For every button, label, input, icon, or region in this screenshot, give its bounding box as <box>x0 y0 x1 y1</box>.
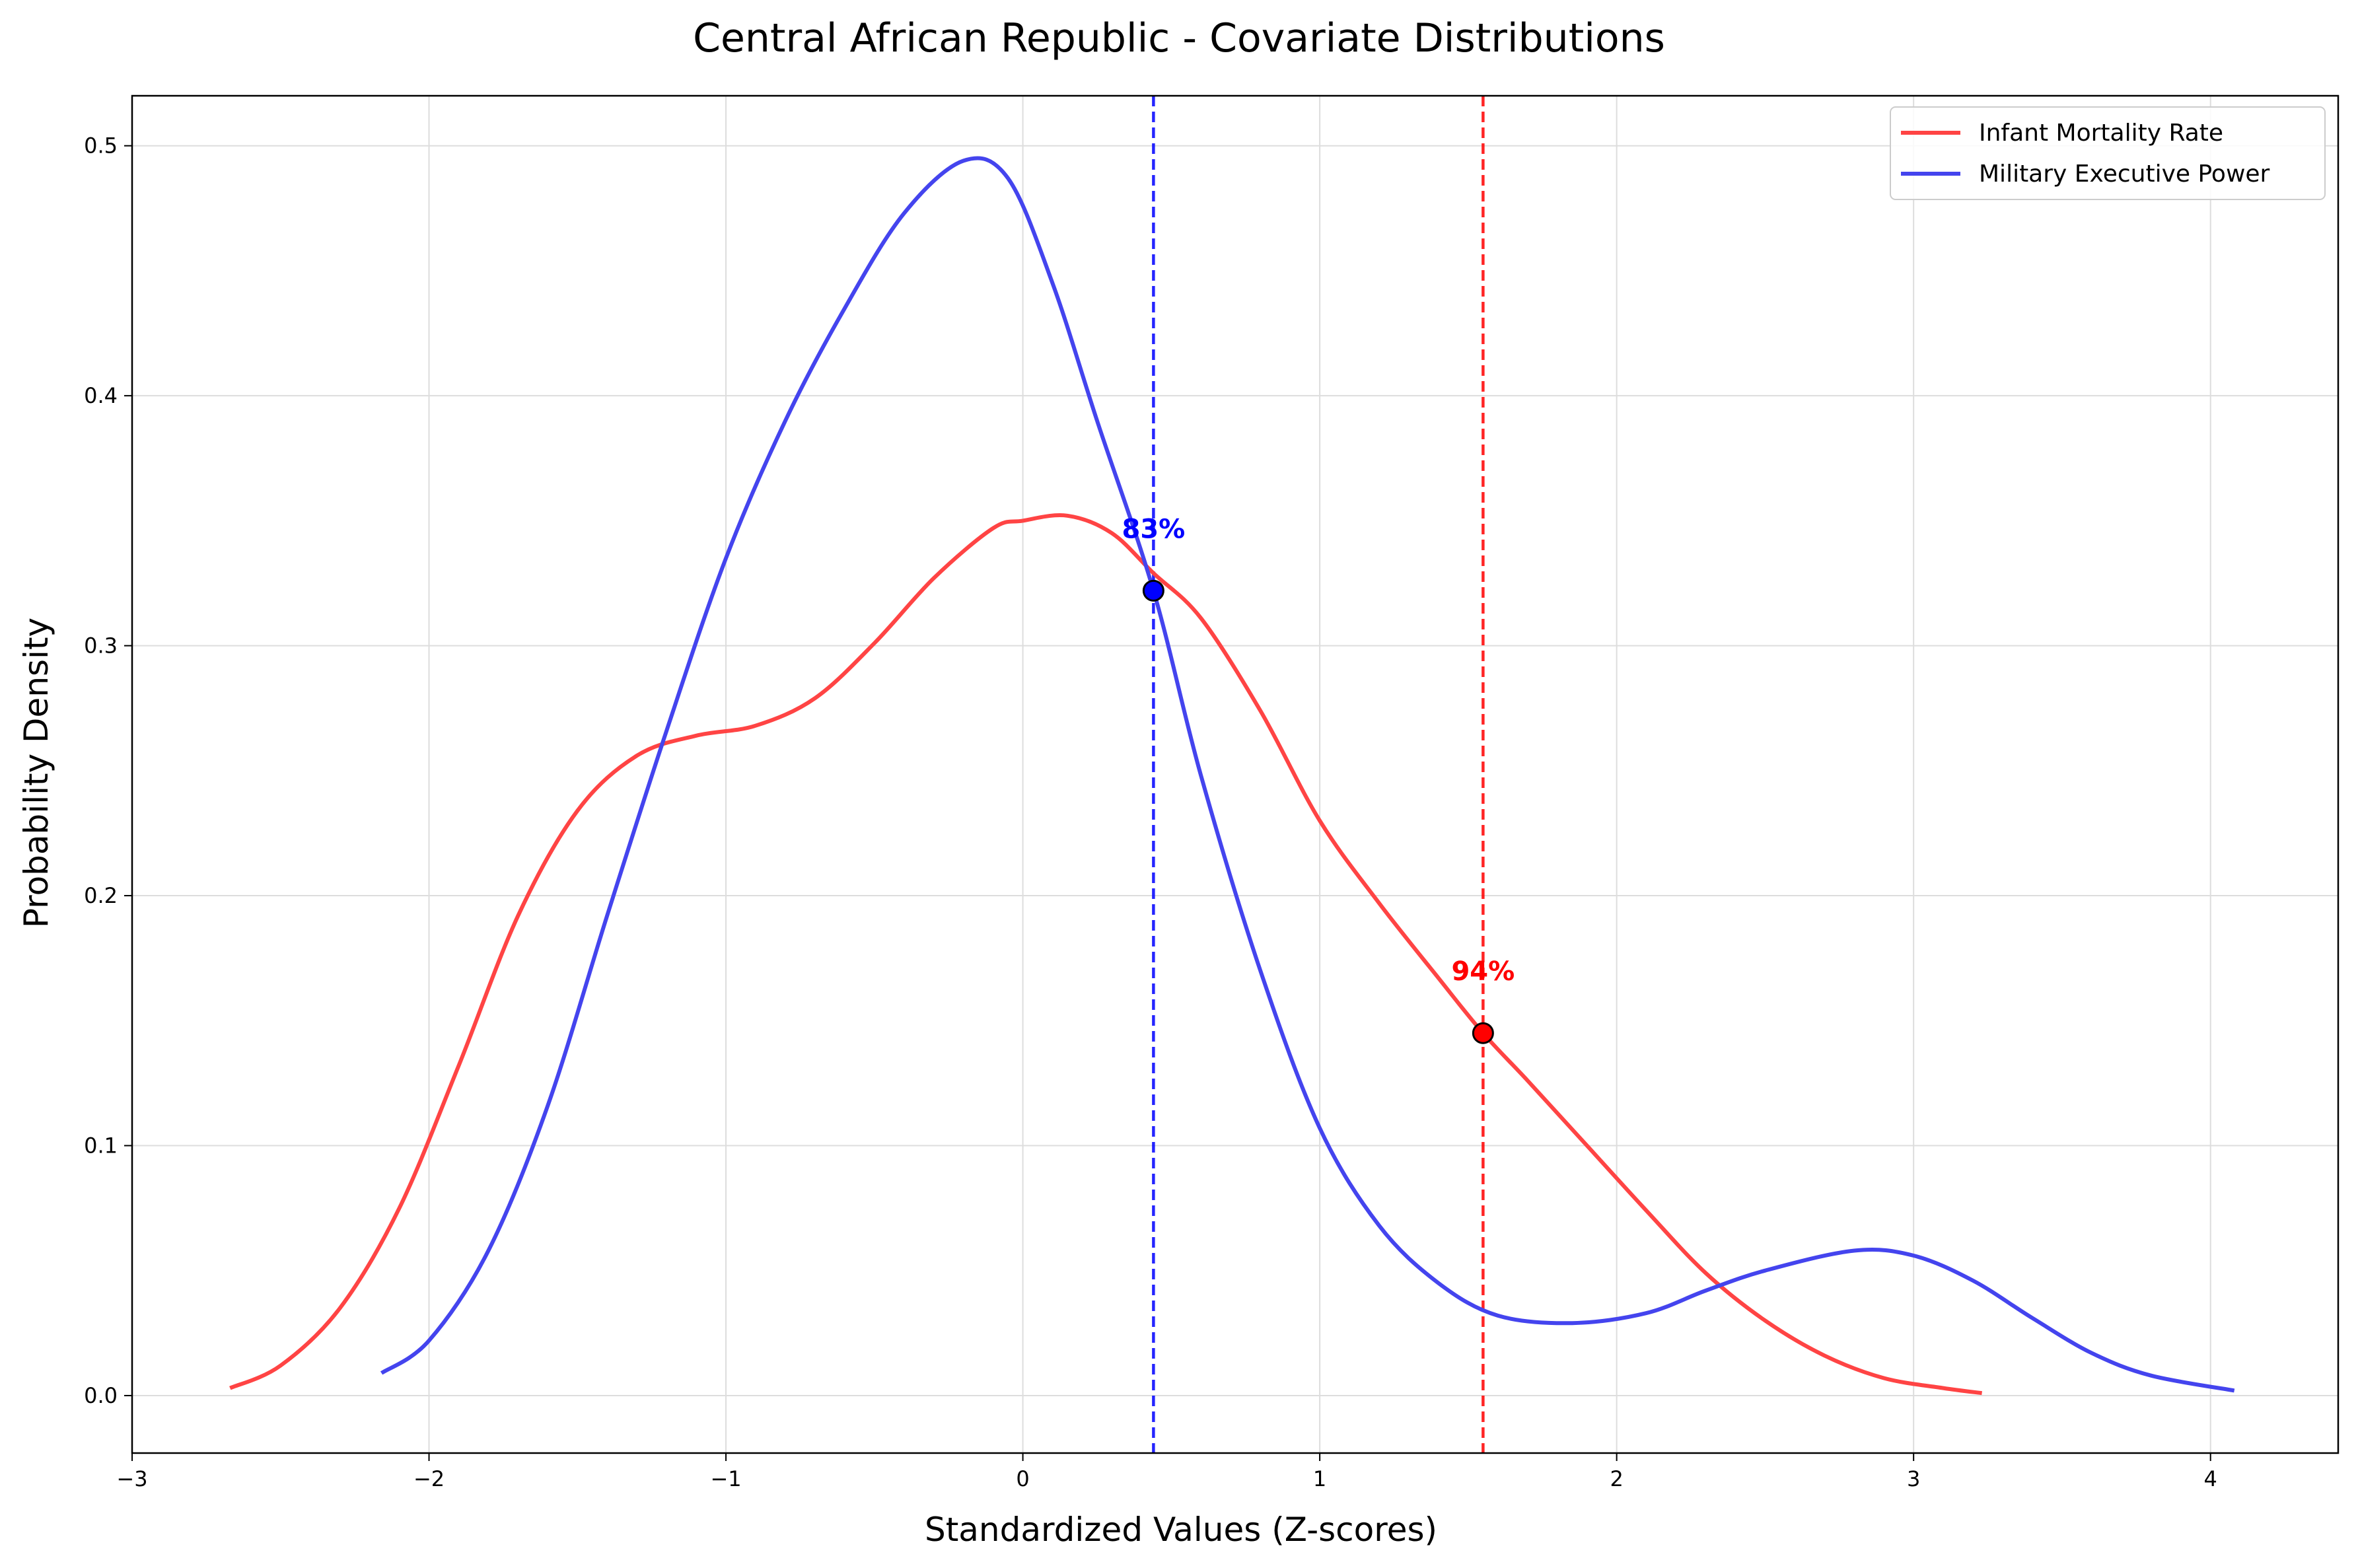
series-line-military-power <box>380 156 2235 1393</box>
chart-title: Central African Republic - Covariate Dis… <box>693 15 1665 61</box>
reference-lines <box>1152 96 1485 1453</box>
x-tick-label: 1 <box>1313 1466 1326 1491</box>
y-tick-label: 0.5 <box>84 133 118 159</box>
y-tick-label: 0.3 <box>84 633 118 659</box>
y-tick-label: 0.2 <box>84 883 118 908</box>
series-layer <box>229 156 2235 1396</box>
series-line-infant-mortality <box>229 513 1982 1396</box>
x-tick-label: 3 <box>1907 1466 1920 1491</box>
plot-frame <box>131 94 2340 1454</box>
legend: Infant Mortality Rate Military Executive… <box>1890 106 2326 200</box>
markers-layer: 83% 94% <box>1122 514 1515 1044</box>
y-tick-label: 0.4 <box>84 383 118 408</box>
x-tick-label: −2 <box>413 1466 445 1491</box>
legend-box <box>1890 106 2326 200</box>
y-tick-label: 0.0 <box>84 1383 118 1408</box>
marker-label-1: 83% <box>1122 514 1186 544</box>
x-tick-label: 4 <box>2204 1466 2217 1491</box>
y-axis: 0.0 0.1 0.2 0.3 0.4 0.5 <box>84 133 132 1408</box>
marker-point-1 <box>1142 579 1164 602</box>
x-axis: −3 −2 −1 0 1 2 3 4 <box>116 1453 2217 1491</box>
y-axis-title: Probability Density <box>17 618 55 928</box>
x-tick-label: 0 <box>1016 1466 1029 1491</box>
marker-label-2: 94% <box>1451 956 1515 987</box>
y-tick-label: 0.1 <box>84 1133 118 1158</box>
legend-label-infant-mortality: Infant Mortality Rate <box>1979 120 2223 147</box>
x-tick-label: 2 <box>1610 1466 1623 1491</box>
x-tick-label: −3 <box>116 1466 147 1491</box>
marker-point-2 <box>1472 1022 1494 1044</box>
x-tick-label: −1 <box>710 1466 741 1491</box>
legend-label-military-power: Military Executive Power <box>1979 160 2270 188</box>
x-axis-title: Standardized Values (Z-scores) <box>925 1511 1437 1549</box>
